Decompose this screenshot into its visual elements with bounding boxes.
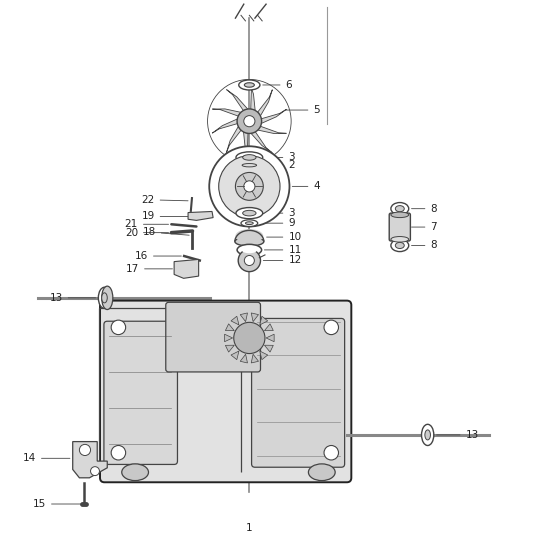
Text: 9: 9	[260, 218, 295, 228]
Text: 16: 16	[135, 251, 181, 261]
Polygon shape	[212, 119, 237, 133]
Polygon shape	[264, 345, 273, 352]
Text: 8: 8	[412, 240, 437, 250]
FancyBboxPatch shape	[104, 321, 178, 464]
Ellipse shape	[422, 424, 434, 446]
Ellipse shape	[242, 164, 256, 167]
Text: 13: 13	[49, 293, 96, 303]
Ellipse shape	[242, 155, 256, 160]
Polygon shape	[225, 345, 234, 352]
FancyBboxPatch shape	[166, 302, 260, 372]
Text: 18: 18	[142, 227, 189, 237]
Ellipse shape	[239, 80, 260, 90]
Polygon shape	[249, 82, 255, 110]
FancyBboxPatch shape	[389, 213, 410, 241]
Text: 1: 1	[246, 523, 253, 533]
Circle shape	[234, 323, 265, 353]
Polygon shape	[251, 313, 259, 321]
Text: 3: 3	[265, 208, 295, 218]
Text: 12: 12	[263, 255, 302, 265]
Circle shape	[209, 146, 290, 226]
Ellipse shape	[236, 152, 263, 163]
Text: 21: 21	[125, 220, 169, 229]
Polygon shape	[225, 324, 234, 331]
Text: 20: 20	[125, 227, 169, 237]
FancyBboxPatch shape	[251, 319, 344, 467]
Polygon shape	[231, 351, 239, 360]
Text: 17: 17	[126, 264, 172, 274]
Circle shape	[244, 181, 255, 192]
Ellipse shape	[102, 286, 113, 310]
Circle shape	[324, 320, 338, 335]
Polygon shape	[231, 316, 239, 325]
Ellipse shape	[122, 464, 148, 480]
Text: 8: 8	[412, 204, 437, 214]
Polygon shape	[212, 109, 241, 116]
Polygon shape	[260, 316, 268, 325]
Text: 5: 5	[286, 105, 320, 115]
Polygon shape	[240, 313, 248, 321]
Text: 2: 2	[267, 160, 295, 170]
Polygon shape	[258, 90, 272, 116]
Text: 15: 15	[32, 499, 81, 509]
Text: 7: 7	[412, 222, 437, 232]
Circle shape	[219, 156, 280, 217]
FancyBboxPatch shape	[100, 301, 351, 482]
Ellipse shape	[235, 237, 264, 246]
Ellipse shape	[391, 236, 409, 242]
Text: 10: 10	[267, 232, 301, 242]
Ellipse shape	[395, 206, 404, 212]
Ellipse shape	[235, 162, 264, 169]
Circle shape	[324, 446, 338, 460]
Polygon shape	[188, 212, 213, 221]
Ellipse shape	[244, 83, 254, 87]
Circle shape	[80, 445, 91, 455]
Polygon shape	[251, 354, 259, 363]
Circle shape	[238, 249, 260, 272]
Text: 6: 6	[263, 80, 292, 90]
Text: 19: 19	[141, 212, 188, 221]
Polygon shape	[226, 127, 241, 153]
Ellipse shape	[309, 464, 335, 480]
Text: 4: 4	[292, 181, 320, 192]
Ellipse shape	[391, 203, 409, 215]
Ellipse shape	[99, 287, 111, 309]
Polygon shape	[73, 442, 108, 478]
Text: 13: 13	[437, 430, 479, 440]
Polygon shape	[262, 109, 287, 123]
Ellipse shape	[241, 220, 258, 226]
Ellipse shape	[425, 430, 431, 440]
Circle shape	[237, 109, 262, 133]
Text: 14: 14	[23, 453, 70, 463]
Ellipse shape	[102, 293, 108, 303]
Circle shape	[91, 466, 100, 475]
Circle shape	[111, 320, 125, 335]
Ellipse shape	[242, 211, 256, 216]
Polygon shape	[174, 259, 199, 278]
Circle shape	[111, 446, 125, 460]
Circle shape	[244, 255, 254, 265]
Ellipse shape	[235, 229, 263, 243]
Polygon shape	[264, 324, 273, 331]
Ellipse shape	[245, 222, 253, 225]
Text: 22: 22	[141, 195, 188, 205]
Polygon shape	[260, 351, 268, 360]
Ellipse shape	[237, 244, 262, 255]
Polygon shape	[244, 132, 249, 160]
Polygon shape	[266, 334, 274, 342]
Ellipse shape	[241, 246, 257, 253]
Circle shape	[244, 115, 255, 127]
Polygon shape	[251, 132, 272, 153]
Polygon shape	[225, 334, 232, 342]
Ellipse shape	[395, 242, 404, 249]
Polygon shape	[226, 90, 248, 110]
Polygon shape	[240, 354, 248, 363]
Circle shape	[235, 172, 263, 200]
Ellipse shape	[236, 208, 263, 219]
Text: 11: 11	[264, 245, 302, 255]
Ellipse shape	[391, 212, 409, 218]
Ellipse shape	[391, 239, 409, 251]
Text: 3: 3	[265, 152, 295, 162]
Polygon shape	[258, 127, 286, 133]
